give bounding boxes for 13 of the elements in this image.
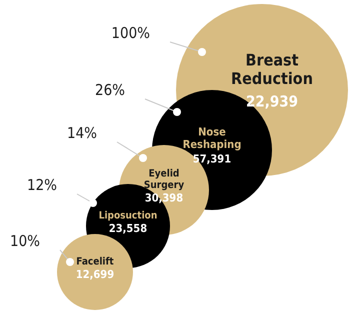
category-label: Nose Reshaping <box>182 125 242 151</box>
text: 14% <box>67 124 97 142</box>
text: 12% <box>27 176 57 194</box>
data-label: 23,558 <box>108 222 148 235</box>
data-label: 22,939 <box>246 92 298 110</box>
category-label: Eyelid Surgery <box>144 168 184 191</box>
data-label: 12,699 <box>76 268 114 281</box>
text: 26% <box>95 81 125 99</box>
category-label: Breast Reduction <box>231 50 313 88</box>
text: 10% <box>10 232 40 250</box>
category-label: Liposuction <box>98 210 158 222</box>
category-label: Facelift <box>76 256 114 268</box>
text: 100% <box>111 24 150 42</box>
